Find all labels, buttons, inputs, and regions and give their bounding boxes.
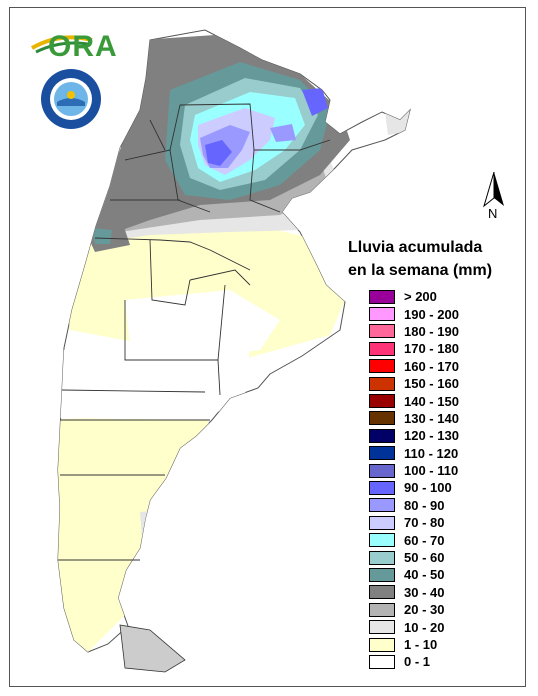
legend-label: 90 - 100	[404, 480, 452, 496]
legend-swatch	[369, 324, 395, 339]
legend-item: 70 - 80	[369, 514, 459, 531]
legend-item: 170 - 180	[369, 340, 459, 357]
legend-swatch	[369, 289, 395, 304]
legend-label: 170 - 180	[404, 341, 459, 357]
legend-title-line1: Lluvia acumulada	[348, 239, 483, 256]
ora-logo-swoosh	[31, 35, 93, 54]
rain-zone-90-100-ne	[302, 88, 328, 116]
legend-item: > 200	[369, 288, 459, 305]
rain-zone-80-90-east	[270, 124, 296, 142]
legend-label: 190 - 200	[404, 306, 459, 322]
legend-label: 120 - 130	[404, 428, 459, 444]
legend-swatch	[369, 567, 395, 582]
legend-item: 100 - 110	[369, 462, 459, 479]
legend-swatch	[369, 602, 395, 617]
legend-label: 1 - 10	[404, 637, 438, 652]
legend-label: 70 - 80	[404, 515, 445, 531]
ora-logo: ORA	[30, 26, 117, 63]
legend-label: 180 - 190	[404, 323, 459, 339]
legend-item: 140 - 150	[369, 392, 459, 409]
legend-item: 120 - 130	[369, 427, 459, 444]
legend-item: 20 - 30	[369, 601, 459, 618]
legend-label: 0 - 1	[404, 654, 431, 670]
north-arrow-label: N	[488, 206, 498, 221]
legend-swatch	[369, 480, 395, 495]
north-arrow: N	[478, 170, 514, 221]
legend-swatch	[369, 446, 395, 461]
legend-label: 160 - 170	[404, 358, 459, 374]
tierra-del-fuego	[119, 624, 186, 673]
legend-swatch	[369, 411, 395, 426]
legend-label: 30 - 40	[404, 584, 445, 600]
legend-item: 160 - 170	[369, 358, 459, 375]
rain-zone-0-1-pampa	[125, 290, 280, 360]
legend-swatch	[369, 498, 395, 513]
legend-swatch	[369, 550, 395, 565]
legend-swatch	[369, 620, 395, 635]
rain-zone-1-10-patagonia	[58, 410, 220, 652]
smn-seal-logo	[41, 69, 101, 129]
legend-item: 180 - 190	[369, 323, 459, 340]
legend-item: 90 - 100	[369, 479, 459, 496]
legend-item: 80 - 90	[369, 497, 459, 514]
legend-item: 60 - 70	[369, 531, 459, 548]
north-arrow-icon	[483, 171, 504, 208]
legend-swatch	[369, 428, 395, 443]
legend-label: 40 - 50	[404, 567, 445, 583]
legend-label: 150 - 160	[404, 376, 459, 392]
legend-item: 110 - 120	[369, 445, 459, 462]
legend-swatch	[369, 359, 395, 374]
legend-swatch	[369, 585, 395, 600]
legend-item: 150 - 160	[369, 375, 459, 392]
legend-item: 0 - 1	[369, 653, 459, 670]
rain-zone-0-1-mid	[60, 345, 250, 420]
legend-label: > 200	[404, 289, 437, 305]
legend-swatch	[369, 376, 395, 391]
legend-swatch	[369, 515, 395, 530]
rainfall-fields	[58, 35, 410, 652]
province-boundaries	[58, 103, 331, 561]
legend-label: 20 - 30	[404, 602, 445, 618]
legend-item: 10 - 20	[369, 618, 459, 635]
legend-item: 30 - 40	[369, 584, 459, 601]
legend-label: 130 - 140	[404, 410, 459, 426]
legend-label: 110 - 120	[404, 445, 459, 461]
legend-swatch	[369, 637, 395, 652]
ora-logo-text: ORA	[48, 30, 118, 63]
rain-zone-90-100	[205, 140, 232, 166]
legend-title-line2: en la semana (mm)	[348, 262, 493, 279]
rain-zone-10-20-east	[385, 110, 410, 135]
legend-swatch	[369, 654, 395, 669]
legend-item: 40 - 50	[369, 566, 459, 583]
legend-item: 1 - 10	[369, 636, 459, 653]
legend-swatch	[369, 394, 395, 409]
legend-label: 140 - 150	[404, 393, 459, 409]
legend-label: 80 - 90	[404, 497, 445, 513]
legend-title: Lluvia acumulada en la semana (mm)	[348, 236, 492, 282]
legend-swatch	[369, 463, 395, 478]
legend-swatch	[369, 307, 395, 322]
legend-item: 50 - 60	[369, 549, 459, 566]
rain-zone-40-50-west	[92, 228, 112, 244]
legend: > 200 190 - 200 180 - 190 170 - 180 160 - 17…	[369, 288, 459, 671]
legend-swatch	[369, 341, 395, 356]
legend-swatch	[369, 533, 395, 548]
legend-label: 10 - 20	[404, 619, 445, 635]
legend-label: 100 - 110	[404, 463, 459, 479]
legend-label: 60 - 70	[404, 532, 445, 548]
legend-item: 130 - 140	[369, 410, 459, 427]
legend-label: 50 - 60	[404, 550, 445, 566]
legend-item: 190 - 200	[369, 305, 459, 322]
